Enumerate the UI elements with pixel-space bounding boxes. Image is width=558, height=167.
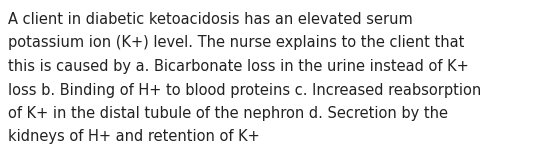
Text: this is caused by a. Bicarbonate loss in the urine instead of K+: this is caused by a. Bicarbonate loss in… [8, 59, 469, 74]
Text: potassium ion (K+) level. The nurse explains to the client that: potassium ion (K+) level. The nurse expl… [8, 36, 464, 50]
Text: A client in diabetic ketoacidosis has an elevated serum: A client in diabetic ketoacidosis has an… [8, 12, 413, 27]
Text: loss b. Binding of H+ to blood proteins c. Increased reabsorption: loss b. Binding of H+ to blood proteins … [8, 82, 481, 98]
Text: kidneys of H+ and retention of K+: kidneys of H+ and retention of K+ [8, 129, 260, 144]
Text: of K+ in the distal tubule of the nephron d. Secretion by the: of K+ in the distal tubule of the nephro… [8, 106, 448, 121]
